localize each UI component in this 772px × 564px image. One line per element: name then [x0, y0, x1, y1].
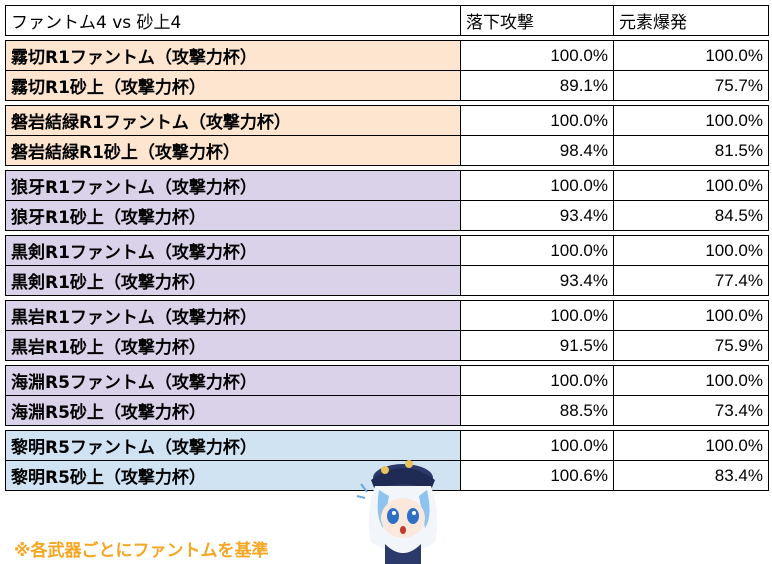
column-header-plunge: 落下攻撃 [460, 5, 614, 36]
burst-value-cell: 100.0% [613, 40, 769, 71]
burst-value-cell: 75.7% [613, 70, 769, 101]
burst-value-cell: 100.0% [613, 170, 769, 201]
plunge-value-cell: 100.0% [460, 170, 614, 201]
plunge-value-cell: 100.0% [460, 105, 614, 136]
table-row: 黒岩R1ファントム（攻撃力杯） 100.0% 100.0% [5, 300, 769, 331]
weapon-name-cell: 霧切R1ファントム（攻撃力杯） [5, 40, 461, 71]
weapon-name-cell: 狼牙R1砂上（攻撃力杯） [5, 200, 461, 231]
weapon-name-cell: 黒岩R1ファントム（攻撃力杯） [5, 300, 461, 331]
weapon-name-cell: 黒剣R1砂上（攻撃力杯） [5, 265, 461, 296]
burst-value-cell: 100.0% [613, 105, 769, 136]
table-row: 黒剣R1ファントム（攻撃力杯） 100.0% 100.0% [5, 235, 769, 266]
plunge-value-cell: 93.4% [460, 200, 614, 231]
table-row: 海淵R5ファントム（攻撃力杯） 100.0% 100.0% [5, 365, 769, 396]
plunge-value-cell: 100.0% [460, 235, 614, 266]
footnote: ※各武器ごとにファントムを基準 [14, 541, 269, 561]
weapon-name-cell: 海淵R5ファントム（攻撃力杯） [5, 365, 461, 396]
weapon-name-cell: 黒剣R1ファントム（攻撃力杯） [5, 235, 461, 266]
table-row: 磐岩結緑R1砂上（攻撃力杯） 98.4% 81.5% [5, 135, 769, 166]
plunge-value-cell: 100.0% [460, 300, 614, 331]
burst-value-cell: 77.4% [613, 265, 769, 296]
weapon-name-cell: 黒岩R1砂上（攻撃力杯） [5, 330, 461, 361]
table-row: 黒岩R1砂上（攻撃力杯） 91.5% 75.9% [5, 330, 769, 361]
column-header-burst: 元素爆発 [613, 5, 769, 36]
weapon-name-cell: 黎明R5ファントム（攻撃力杯） [5, 430, 461, 461]
burst-value-cell: 100.0% [613, 365, 769, 396]
weapon-name-cell: 磐岩結緑R1砂上（攻撃力杯） [5, 135, 461, 166]
burst-value-cell: 83.4% [613, 460, 769, 491]
plunge-value-cell: 100.6% [460, 460, 614, 491]
comparison-table: ファントム4 vs 砂上4 落下攻撃 元素爆発 霧切R1ファントム（攻撃力杯） 1… [5, 5, 769, 491]
plunge-value-cell: 100.0% [460, 430, 614, 461]
weapon-name-cell: 霧切R1砂上（攻撃力杯） [5, 70, 461, 101]
table-title: ファントム4 vs 砂上4 [5, 5, 461, 36]
table-row: 海淵R5砂上（攻撃力杯） 88.5% 73.4% [5, 395, 769, 426]
plunge-value-cell: 93.4% [460, 265, 614, 296]
weapon-name-cell: 海淵R5砂上（攻撃力杯） [5, 395, 461, 426]
table-row: 黒剣R1砂上（攻撃力杯） 93.4% 77.4% [5, 265, 769, 296]
plunge-value-cell: 98.4% [460, 135, 614, 166]
plunge-value-cell: 91.5% [460, 330, 614, 361]
plunge-value-cell: 88.5% [460, 395, 614, 426]
table-row: 狼牙R1ファントム（攻撃力杯） 100.0% 100.0% [5, 170, 769, 201]
plunge-value-cell: 100.0% [460, 365, 614, 396]
burst-value-cell: 75.9% [613, 330, 769, 361]
burst-value-cell: 84.5% [613, 200, 769, 231]
table-row: 黎明R5ファントム（攻撃力杯） 100.0% 100.0% [5, 430, 769, 461]
chibi-character-icon [356, 460, 438, 564]
burst-value-cell: 73.4% [613, 395, 769, 426]
table-row: 霧切R1ファントム（攻撃力杯） 100.0% 100.0% [5, 40, 769, 71]
table-row: 狼牙R1砂上（攻撃力杯） 93.4% 84.5% [5, 200, 769, 231]
burst-value-cell: 100.0% [613, 300, 769, 331]
table-row: 霧切R1砂上（攻撃力杯） 89.1% 75.7% [5, 70, 769, 101]
plunge-value-cell: 100.0% [460, 40, 614, 71]
header-row: ファントム4 vs 砂上4 落下攻撃 元素爆発 [5, 5, 769, 36]
burst-value-cell: 100.0% [613, 430, 769, 461]
weapon-name-cell: 磐岩結緑R1ファントム（攻撃力杯） [5, 105, 461, 136]
burst-value-cell: 100.0% [613, 235, 769, 266]
plunge-value-cell: 89.1% [460, 70, 614, 101]
weapon-name-cell: 狼牙R1ファントム（攻撃力杯） [5, 170, 461, 201]
burst-value-cell: 81.5% [613, 135, 769, 166]
table-row: 磐岩結緑R1ファントム（攻撃力杯） 100.0% 100.0% [5, 105, 769, 136]
